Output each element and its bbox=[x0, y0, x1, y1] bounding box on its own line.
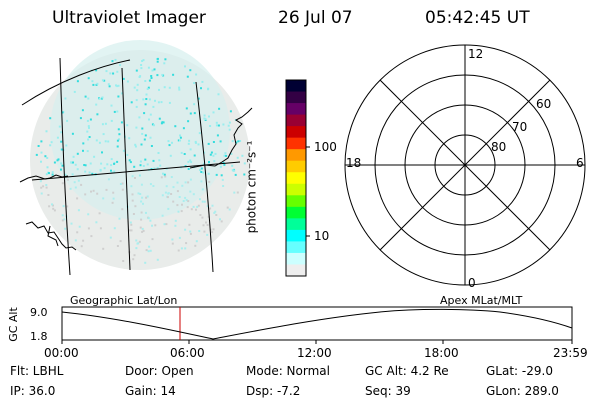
status-ip: IP: 36.0 bbox=[10, 384, 56, 398]
status-gc-alt: GC Alt: 4.2 Re bbox=[365, 364, 449, 378]
colorbar-cell bbox=[286, 91, 306, 104]
status-mode: Mode: Normal bbox=[246, 364, 330, 378]
date-label: 26 Jul 07 bbox=[278, 8, 353, 28]
colorbar-cell bbox=[286, 80, 306, 93]
timeline-right-label: Apex MLat/MLT bbox=[440, 294, 523, 307]
timeline-axis-title: GC Alt bbox=[6, 307, 20, 342]
altitude-timeline bbox=[61, 306, 573, 344]
status-gain: Gain: 14 bbox=[125, 384, 176, 398]
colorbar-cell bbox=[286, 137, 306, 150]
colorbar-cell bbox=[286, 172, 306, 185]
mlat-ring-70: 70 bbox=[512, 120, 528, 134]
mlt-label-18: 18 bbox=[346, 156, 362, 170]
status-door: Door: Open bbox=[125, 364, 194, 378]
mlat-ring-60: 60 bbox=[536, 97, 552, 111]
colorbar-cell bbox=[286, 195, 306, 208]
colorbar-cell bbox=[286, 218, 306, 231]
polar-mlt-grid bbox=[344, 44, 586, 286]
x-tick-1200: 12:00 bbox=[297, 346, 332, 360]
mlt-label-6: 6 bbox=[576, 156, 584, 170]
status-flt: Flt: LBHL bbox=[10, 364, 64, 378]
colorbar-cell bbox=[286, 160, 306, 173]
colorbar-tick-100: 100 bbox=[314, 140, 337, 154]
x-tick-0000: 00:00 bbox=[44, 346, 79, 360]
y-tick-1-8: 1.8 bbox=[30, 330, 48, 343]
y-tick-9: 9.0 bbox=[30, 306, 48, 319]
colorbar-cell bbox=[286, 114, 306, 127]
colorbar-cell bbox=[286, 264, 306, 277]
colorbar-cell bbox=[286, 149, 306, 162]
x-tick-1800: 18:00 bbox=[424, 346, 459, 360]
status-glat: GLat: -29.0 bbox=[486, 364, 553, 378]
app-title: Ultraviolet Imager bbox=[52, 8, 206, 28]
x-tick-2359: 23:59 bbox=[553, 346, 588, 360]
timeline-left-label: Geographic Lat/Lon bbox=[70, 294, 178, 307]
mlat-ring-80: 80 bbox=[491, 140, 507, 154]
time-label: 05:42:45 UT bbox=[425, 8, 530, 28]
colorbar-cell bbox=[286, 183, 306, 196]
colorbar-cell bbox=[286, 229, 306, 242]
colorbar-cell bbox=[286, 126, 306, 139]
uv-earth-image bbox=[19, 40, 253, 276]
emission-specks bbox=[35, 57, 246, 264]
status-seq: Seq: 39 bbox=[365, 384, 411, 398]
color-bar bbox=[285, 79, 310, 277]
colorbar-cell bbox=[286, 206, 306, 219]
colorbar-cell bbox=[286, 241, 306, 254]
mlt-label-0: 0 bbox=[468, 276, 476, 290]
status-dsp: Dsp: -7.2 bbox=[246, 384, 301, 398]
colorbar-cell bbox=[286, 252, 306, 265]
mlt-label-12: 12 bbox=[468, 47, 484, 61]
status-glon: GLon: 289.0 bbox=[486, 384, 559, 398]
x-tick-0600: 06:00 bbox=[170, 346, 205, 360]
altitude-curve bbox=[61, 308, 573, 340]
colorbar-cell bbox=[286, 103, 306, 116]
colorbar-tick-10: 10 bbox=[314, 229, 330, 243]
colorbar-unit-label: photon cm⁻²s⁻¹ bbox=[244, 140, 259, 234]
